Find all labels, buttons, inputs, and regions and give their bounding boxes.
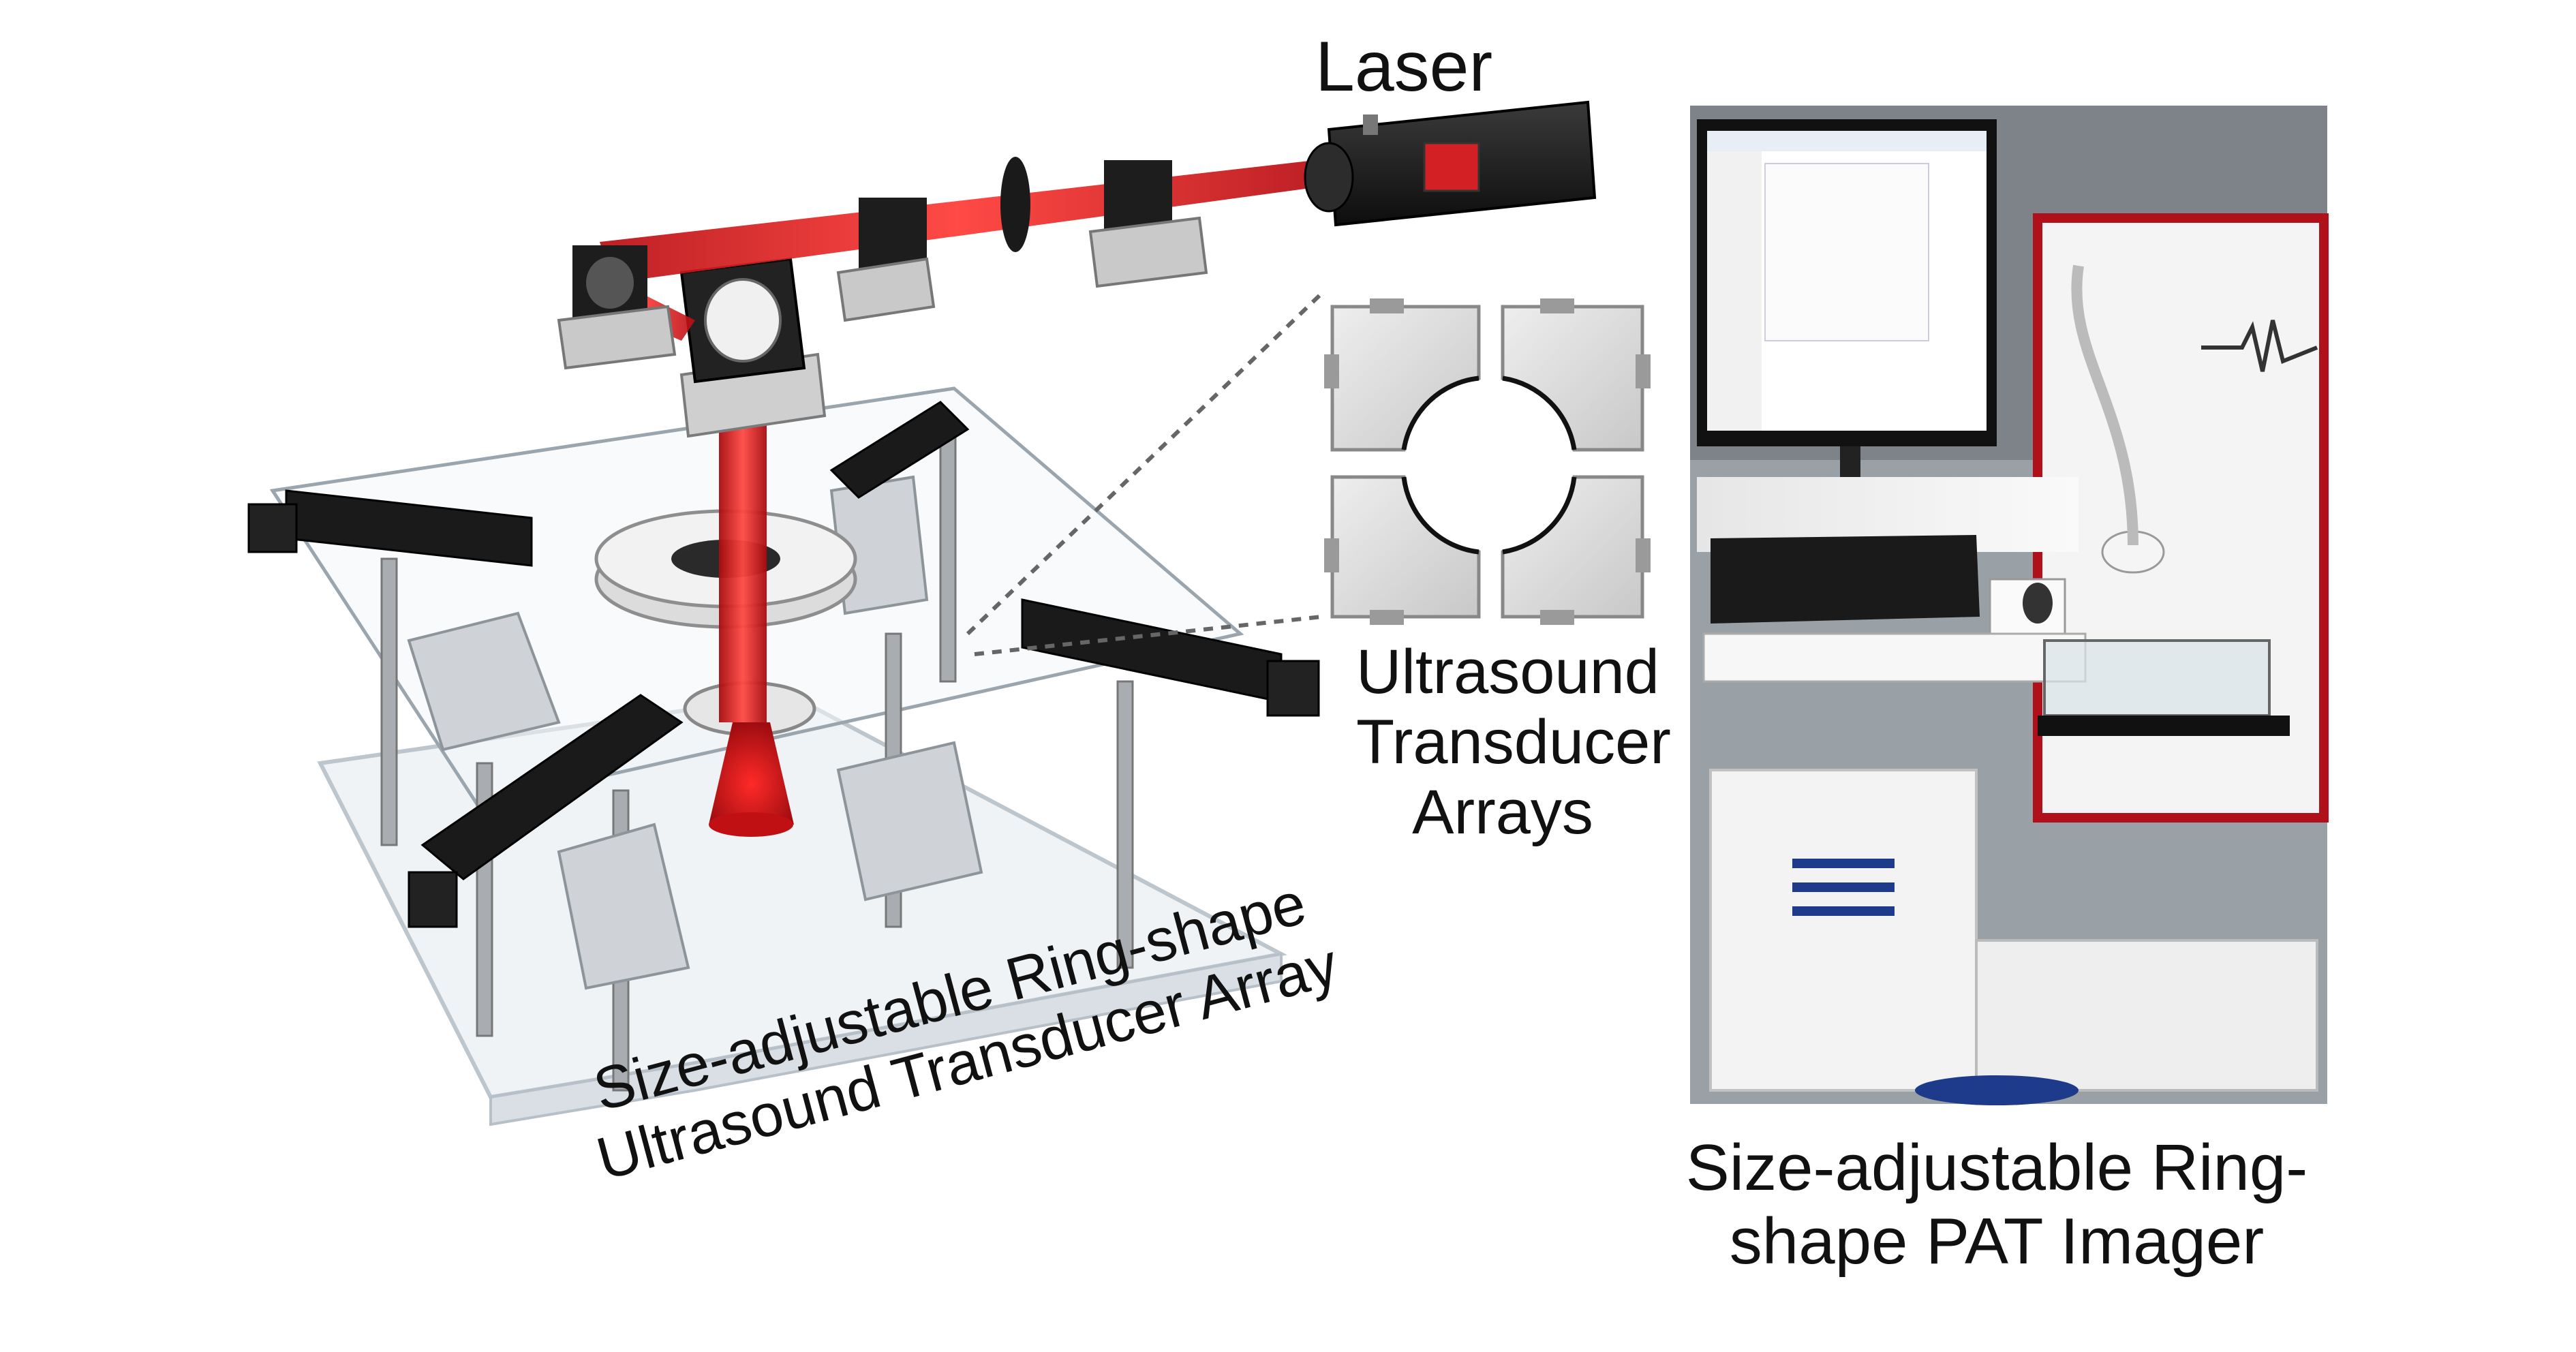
cart xyxy=(1697,477,2318,1105)
transducer-array-rendering xyxy=(247,100,1597,1126)
horizontal-laser-beam xyxy=(600,160,1315,283)
beam-cone xyxy=(709,722,794,825)
transducer-quadrant-top-right xyxy=(1501,305,1644,452)
arm-front xyxy=(420,694,684,880)
monitor xyxy=(1697,119,1997,477)
vertical-laser-beam xyxy=(719,409,767,722)
mirror-mount-3 xyxy=(1088,160,1208,288)
imager-caption-line-1: Size-adjustable Ring- xyxy=(1685,1131,2308,1204)
laser-label: Laser xyxy=(1315,27,1493,106)
inner-transducer-clamps xyxy=(407,475,983,990)
transducer-arrays-label: Ultrasound Transducer Arrays xyxy=(1356,637,1671,848)
transducer-arrays-label-line-3: Arrays xyxy=(1412,778,1593,848)
laser-head xyxy=(1304,100,1597,227)
motor-arms xyxy=(247,401,1320,928)
imager-caption-line-2: shape PAT Imager xyxy=(1729,1204,2265,1278)
arm-back xyxy=(829,401,970,499)
transducer-arrays-label-line-2: Transducer xyxy=(1356,707,1671,778)
mirror-mount-2 xyxy=(836,198,936,322)
periscope-mount xyxy=(679,257,827,438)
imaging-platform xyxy=(2038,264,2290,736)
transducer-quadrant-top-left xyxy=(1330,305,1481,452)
mirror-mount-1 xyxy=(557,245,677,370)
transducer-arrays-label-line-1: Ultrasound xyxy=(1356,637,1659,707)
transducer-arrays xyxy=(1324,298,1651,625)
pat-imager-photo xyxy=(1690,106,2329,1105)
iris-aperture xyxy=(1000,157,1030,252)
keyboard xyxy=(1711,535,1980,624)
callout-dashed-lines xyxy=(966,291,1324,656)
imager-caption: Size-adjustable Ring- shape PAT Imager xyxy=(1622,1131,2372,1278)
